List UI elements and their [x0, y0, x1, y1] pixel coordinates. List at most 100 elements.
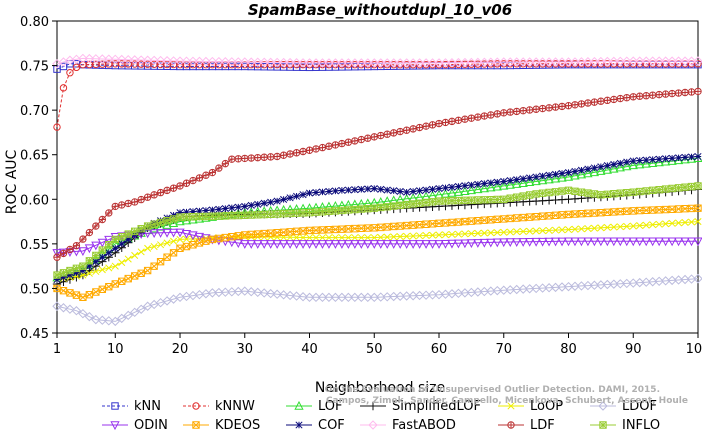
series-fastabod	[52, 53, 702, 69]
point-fastabod	[395, 58, 405, 68]
x-tick-label: 60	[431, 342, 448, 357]
point-ldf	[415, 123, 424, 132]
point-inflo	[247, 211, 255, 219]
point-loop	[590, 224, 598, 232]
point-inflo	[448, 197, 456, 205]
point-odin	[667, 237, 677, 247]
point-ldf	[156, 188, 165, 197]
legend-label: ODIN	[134, 418, 168, 433]
point-ldof	[376, 292, 386, 302]
point-fastabod	[356, 58, 367, 68]
point-cof	[59, 273, 68, 281]
legend-item-lof[interactable]: LOF	[286, 399, 343, 414]
point-fastabod	[369, 58, 379, 68]
point-odin	[363, 240, 373, 249]
point-odin	[291, 240, 302, 249]
legend-item-ldof[interactable]: LDOF	[590, 399, 657, 414]
point-ldof	[570, 281, 580, 291]
point-fastabod	[609, 56, 619, 67]
point-loop	[383, 233, 391, 241]
point-ldof	[369, 292, 379, 303]
x-tick-label: 70	[495, 342, 512, 357]
point-ldf	[215, 164, 223, 172]
credit-line-1: Campos, Zimek, Sander, Campello, Micenko…	[326, 396, 688, 406]
point-cof	[344, 186, 352, 194]
point-inflo	[428, 198, 437, 206]
legend-item-cof[interactable]: COF	[286, 418, 345, 433]
point-odin	[168, 228, 179, 238]
point-ldf	[551, 103, 560, 111]
point-odin	[479, 238, 489, 248]
legend-item-loop[interactable]: LoOP	[498, 399, 563, 414]
point-inflo	[584, 189, 592, 197]
point-ldf	[351, 137, 359, 145]
point-odin	[240, 240, 250, 249]
legend-label: kNNW	[215, 399, 255, 414]
legend-item-kdeos[interactable]: KDEOS	[183, 418, 260, 433]
legend-item-fastabod[interactable]: FastABOD	[360, 418, 456, 433]
point-inflo	[661, 185, 670, 193]
point-ldof	[233, 286, 244, 297]
legend-item-knn[interactable]: kNN	[102, 399, 161, 414]
point-inflo	[130, 227, 139, 236]
legend-label: SimplifiedLOF	[392, 399, 481, 414]
point-odin	[149, 229, 159, 239]
point-ldf	[389, 129, 398, 137]
point-ldof	[388, 291, 399, 302]
series-line-loop	[56, 221, 699, 280]
point-loop	[416, 232, 424, 240]
point-lof	[499, 180, 509, 190]
legend-item-ldf[interactable]: LDF	[498, 418, 555, 433]
point-cof	[487, 179, 495, 187]
point-fastabod	[635, 56, 645, 66]
legend-item-inflo[interactable]: INFLO	[590, 418, 660, 433]
point-odin	[512, 238, 522, 247]
point-inflo	[176, 213, 184, 221]
point-knnw	[72, 63, 81, 72]
series-ldof	[52, 273, 702, 327]
point-cof	[195, 207, 203, 215]
point-fastabod	[181, 56, 192, 66]
legend-item-simplifiedlof[interactable]: SimplifiedLOF	[360, 399, 481, 414]
point-fastabod	[408, 58, 418, 68]
point-odin	[557, 237, 567, 247]
point-inflo	[610, 190, 618, 198]
point-loop	[668, 219, 676, 227]
point-ldof	[214, 287, 224, 298]
point-fastabod	[285, 57, 295, 68]
point-odin	[356, 240, 366, 249]
point-ldf	[694, 87, 702, 96]
legend-marker	[192, 421, 200, 429]
legend-item-knnw[interactable]: kNNW	[183, 399, 255, 414]
point-lof	[149, 223, 159, 233]
point-ldf	[163, 186, 171, 195]
point-ldof	[317, 292, 328, 303]
point-inflo	[202, 212, 210, 221]
point-loop	[519, 227, 527, 236]
legend-item-odin[interactable]: ODIN	[102, 418, 168, 433]
point-ldf	[189, 176, 197, 185]
point-ldf	[79, 235, 87, 243]
point-ldof	[71, 306, 82, 316]
y-tick-label: 0.50	[20, 282, 49, 297]
point-loop	[85, 269, 93, 277]
point-cof	[92, 258, 100, 266]
point-odin	[693, 237, 702, 247]
point-fastabod	[641, 56, 651, 66]
point-knnw	[59, 84, 68, 92]
point-loop	[163, 239, 171, 247]
point-ldof	[356, 292, 367, 303]
point-odin	[285, 240, 295, 249]
point-ldf	[305, 146, 314, 154]
point-fastabod	[136, 55, 146, 65]
point-loop	[610, 223, 618, 231]
point-cof	[124, 235, 132, 243]
legend-marker	[110, 421, 120, 431]
point-fastabod	[214, 56, 224, 67]
legend-marker	[111, 402, 119, 410]
point-loop	[364, 234, 372, 242]
point-cof	[435, 185, 443, 193]
point-inflo	[163, 216, 171, 225]
point-ldf	[616, 94, 625, 103]
point-lof	[628, 160, 638, 170]
